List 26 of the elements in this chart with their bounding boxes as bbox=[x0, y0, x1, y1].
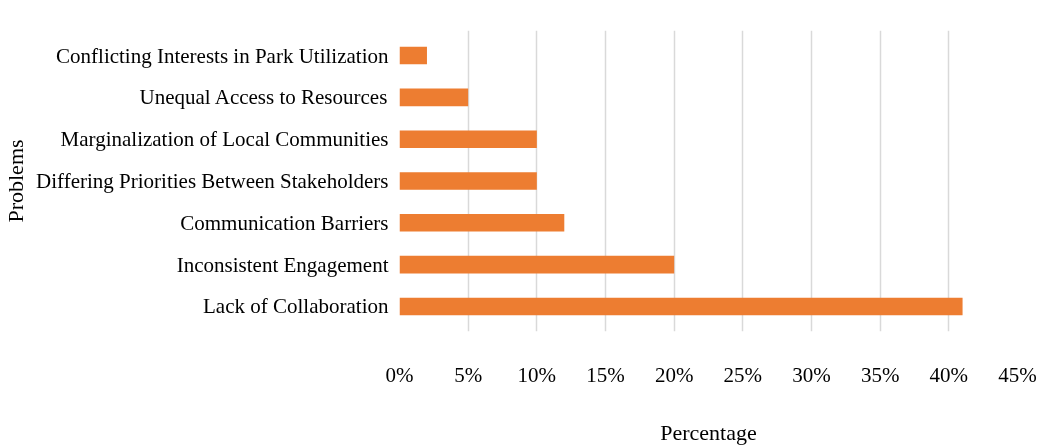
y-axis-title: Problems bbox=[3, 139, 29, 223]
y-tick-label: Marginalization of Local Communities bbox=[60, 127, 389, 152]
x-tick-label: 30% bbox=[792, 362, 831, 387]
y-tick-label: Differing Priorities Between Stakeholders bbox=[36, 169, 389, 193]
bar bbox=[399, 46, 427, 65]
x-tick-label: 5% bbox=[454, 362, 483, 387]
x-axis-title: Percentage bbox=[660, 419, 757, 445]
y-tick-label: Lack of Collaboration bbox=[203, 294, 389, 319]
x-tick-label: 40% bbox=[929, 362, 969, 387]
bar bbox=[399, 214, 565, 232]
bar bbox=[399, 88, 469, 107]
x-tick-label: 25% bbox=[723, 362, 763, 387]
x-tick-label: 10% bbox=[517, 362, 557, 387]
x-tick-label: 0% bbox=[385, 362, 414, 387]
bar bbox=[399, 130, 537, 148]
bar bbox=[399, 255, 675, 274]
x-tick-label: 20% bbox=[654, 362, 694, 387]
bar bbox=[399, 297, 963, 316]
x-tick-label: 45% bbox=[998, 362, 1037, 387]
x-tick-label: 35% bbox=[860, 362, 900, 387]
bar bbox=[399, 172, 537, 190]
y-tick-label: Conflicting Interests in Park Utilization bbox=[56, 43, 389, 68]
y-tick-label: Unequal Access to Resources bbox=[139, 85, 388, 110]
x-tick-label: 15% bbox=[586, 362, 625, 387]
y-tick-label: Inconsistent Engagement bbox=[176, 252, 389, 277]
y-tick-label: Communication Barriers bbox=[180, 210, 389, 235]
